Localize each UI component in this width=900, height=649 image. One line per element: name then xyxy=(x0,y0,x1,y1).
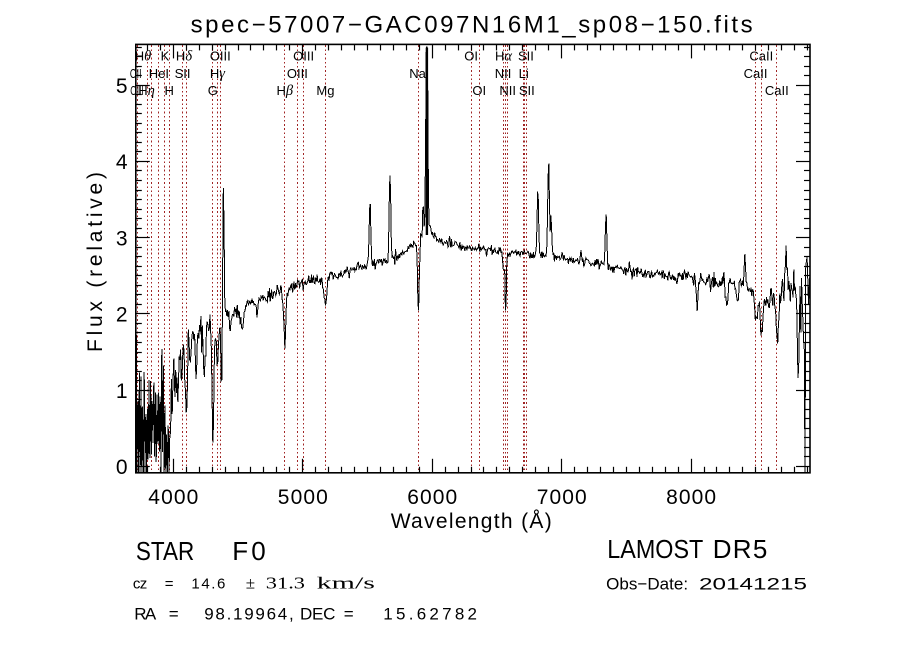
svg-text:4000: 4000 xyxy=(148,486,198,509)
svg-text:OIII: OIII xyxy=(287,66,308,81)
svg-text:20141215: 20141215 xyxy=(699,574,807,593)
svg-text:Hθ: Hθ xyxy=(135,49,152,65)
svg-text:0: 0 xyxy=(116,456,128,479)
svg-text:Hγ: Hγ xyxy=(210,66,226,82)
svg-text:3: 3 xyxy=(116,227,128,250)
svg-text:Hβ: Hβ xyxy=(276,83,293,99)
svg-text:RA: RA xyxy=(134,604,157,623)
svg-text:98.19964,: 98.19964, xyxy=(204,604,294,623)
svg-text:1: 1 xyxy=(116,380,128,403)
svg-text:6000: 6000 xyxy=(407,486,457,509)
svg-text:OI: OI xyxy=(472,83,486,98)
svg-text:OIII: OIII xyxy=(293,49,314,64)
svg-text:DR5: DR5 xyxy=(713,534,768,564)
svg-text:Obs−Date:: Obs−Date: xyxy=(606,574,688,593)
svg-text:SII: SII xyxy=(519,83,535,98)
svg-text:G: G xyxy=(208,83,218,98)
svg-text:LAMOST: LAMOST xyxy=(607,534,703,564)
svg-text:5: 5 xyxy=(116,75,128,98)
svg-text:STAR: STAR xyxy=(136,536,194,566)
svg-text:=: = xyxy=(344,604,354,623)
svg-text:CaII: CaII xyxy=(749,49,773,64)
svg-text:Mg: Mg xyxy=(316,83,334,98)
svg-text:cz: cz xyxy=(133,576,147,593)
svg-text:±: ± xyxy=(246,574,255,593)
svg-text:H: H xyxy=(165,83,174,98)
svg-text:Wavelength (Å): Wavelength (Å) xyxy=(391,510,552,533)
svg-text:Hδ: Hδ xyxy=(176,49,192,65)
svg-text:NII: NII xyxy=(499,83,516,98)
svg-text:=: = xyxy=(169,604,179,623)
svg-text:4: 4 xyxy=(116,151,128,174)
svg-text:OIII: OIII xyxy=(210,49,231,64)
svg-text:SII: SII xyxy=(175,66,191,81)
svg-text:7000: 7000 xyxy=(537,486,587,509)
svg-text:OI: OI xyxy=(464,49,478,64)
svg-text:14.6: 14.6 xyxy=(191,576,225,593)
svg-text:HeI: HeI xyxy=(149,66,169,81)
svg-text:CaII: CaII xyxy=(744,66,768,81)
svg-text:CaII: CaII xyxy=(765,83,789,98)
svg-text:DEC: DEC xyxy=(300,604,335,623)
svg-text:km/s: km/s xyxy=(317,574,375,593)
svg-text:Li: Li xyxy=(519,66,529,81)
svg-text:Hη: Hη xyxy=(138,83,155,99)
svg-text:5000: 5000 xyxy=(278,486,328,509)
svg-text:spec−57007−GAC097N16M1_sp08−15: spec−57007−GAC097N16M1_sp08−150.fits xyxy=(191,11,753,38)
svg-text:K: K xyxy=(161,49,170,64)
svg-text:Flux (relative): Flux (relative) xyxy=(84,172,107,352)
svg-text:Hα: Hα xyxy=(495,49,512,65)
svg-text:SII: SII xyxy=(518,49,534,64)
svg-text:=: = xyxy=(165,576,174,593)
svg-text:8000: 8000 xyxy=(666,486,716,509)
svg-text:15.62782: 15.62782 xyxy=(383,604,477,623)
svg-text:2: 2 xyxy=(116,304,128,327)
svg-text:OIII: OIII xyxy=(130,83,144,98)
svg-text:NII: NII xyxy=(495,66,512,81)
svg-text:Na: Na xyxy=(409,66,426,81)
svg-text:31.3: 31.3 xyxy=(266,574,305,593)
svg-text:OII: OII xyxy=(130,66,142,81)
